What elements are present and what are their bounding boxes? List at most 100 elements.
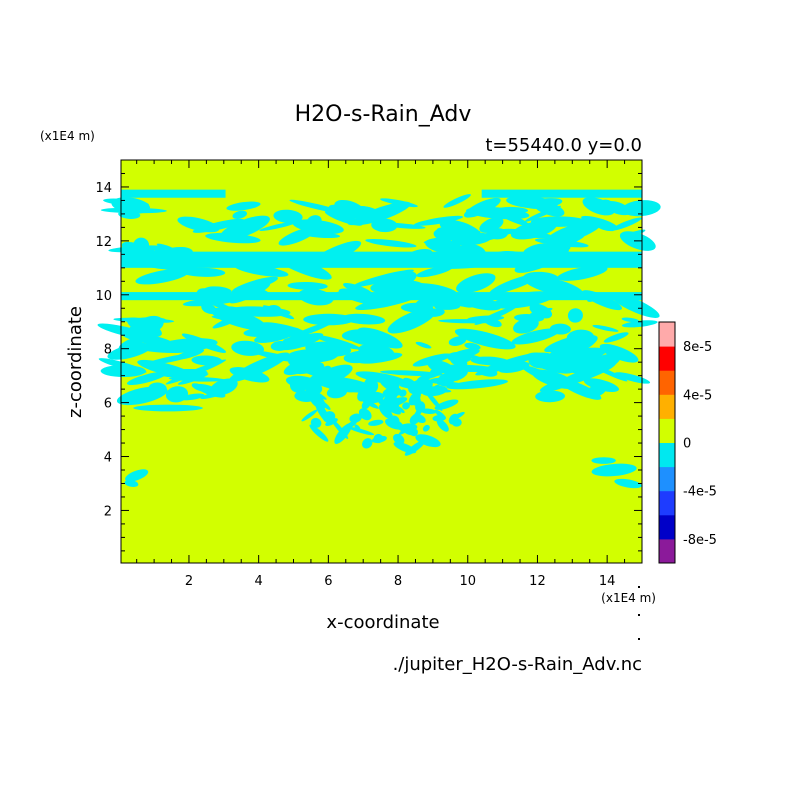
negative-patch <box>511 328 560 345</box>
y-tick-label: 4 <box>104 451 112 466</box>
negative-patch <box>558 223 597 239</box>
negative-patch <box>389 419 403 431</box>
negative-patch <box>270 341 290 351</box>
negative-patch <box>259 221 298 231</box>
negative-patch <box>121 332 174 346</box>
negative-patch <box>294 364 321 375</box>
negative-patch <box>410 395 421 406</box>
negative-patch <box>340 383 354 390</box>
negative-patch <box>378 404 393 420</box>
negative-patch <box>303 313 355 326</box>
negative-patch <box>403 248 433 263</box>
negative-patch <box>621 320 658 328</box>
negative-patch <box>429 362 446 375</box>
colorbar-swatch <box>659 370 675 395</box>
negative-patch <box>357 352 403 364</box>
negative-patch <box>324 210 363 226</box>
negative-patch <box>451 418 462 427</box>
negative-patch <box>513 314 545 323</box>
x-tick-label: 10 <box>459 574 476 589</box>
negative-patch <box>287 281 328 290</box>
negative-patch <box>289 199 346 214</box>
y-tick-label: 10 <box>95 289 112 304</box>
colorbar-label: 4e-5 <box>683 388 712 403</box>
negative-patch <box>310 417 322 428</box>
negative-patch <box>124 479 139 488</box>
negative-patch <box>604 200 632 216</box>
negative-patch <box>156 243 177 252</box>
axis-ticks <box>121 160 642 563</box>
negative-patch <box>610 293 660 318</box>
y-tick-label: 6 <box>104 397 112 412</box>
negative-patch <box>402 402 410 410</box>
negative-patch <box>448 336 467 346</box>
negative-patch <box>135 342 200 353</box>
negative-patch <box>338 288 380 306</box>
negative-patch <box>135 268 189 285</box>
x-unit-label: (x1E4 m) <box>601 591 656 605</box>
negative-patch <box>204 255 225 268</box>
negative-patch <box>463 197 501 218</box>
negative-patch <box>601 204 616 212</box>
negative-patch <box>309 392 326 410</box>
y-tick-label: 14 <box>95 181 112 196</box>
y-tick-label: 8 <box>104 343 112 358</box>
file-name-label: ./jupiter_H2O-s-Rain_Adv.nc <box>393 654 642 675</box>
negative-patch <box>454 328 516 350</box>
negative-patch <box>200 389 230 400</box>
negative-patch <box>322 376 345 394</box>
negative-patch <box>393 433 405 445</box>
plot-frame <box>120 159 643 564</box>
negative-patch <box>251 350 299 363</box>
negative-patch <box>567 308 583 323</box>
negative-patch <box>145 353 195 366</box>
negative-patch <box>434 399 459 410</box>
negative-patch <box>371 435 387 443</box>
negative-patch <box>622 229 646 239</box>
negative-patch <box>456 273 496 294</box>
negative-patch <box>343 350 374 364</box>
negative-patch <box>591 463 637 477</box>
negative-patch <box>387 307 437 334</box>
negative-patch <box>121 241 170 268</box>
negative-patch <box>219 215 270 240</box>
y-unit-label: (x1E4 m) <box>40 129 95 143</box>
negative-patch <box>514 246 570 273</box>
negative-value-patches <box>97 189 661 489</box>
negative-patch <box>326 289 350 301</box>
negative-patch <box>262 305 295 320</box>
negative-patch <box>342 313 386 325</box>
negative-patch <box>594 221 616 232</box>
negative-patch <box>544 347 607 366</box>
negative-patch <box>334 199 367 220</box>
negative-patch <box>415 341 432 349</box>
x-tick-label: 4 <box>255 574 263 589</box>
negative-patch <box>614 372 651 384</box>
negative-patch <box>349 413 362 423</box>
colorbar-frame <box>658 321 676 564</box>
negative-patch <box>234 264 289 277</box>
negative-patch <box>481 189 642 198</box>
negative-patch <box>165 359 227 385</box>
colorbar-swatch <box>659 394 675 419</box>
negative-patch <box>492 291 555 309</box>
negative-patch <box>98 358 147 373</box>
negative-patch <box>557 265 608 281</box>
negative-patch <box>549 323 571 335</box>
colorbar-swatch <box>659 418 675 443</box>
negative-patch <box>453 293 502 311</box>
negative-patch <box>226 201 261 211</box>
x-tick-label: 14 <box>599 574 616 589</box>
negative-patch <box>523 271 560 285</box>
colorbar-label: 8e-5 <box>683 340 712 355</box>
negative-patch <box>544 334 588 353</box>
negative-patch <box>534 238 589 248</box>
negative-patch <box>523 243 548 255</box>
negative-patch <box>315 344 341 359</box>
negative-patch <box>278 227 318 246</box>
negative-patch <box>409 427 418 437</box>
right-edge-marks <box>638 586 640 640</box>
negative-patch <box>413 215 464 226</box>
negative-patch <box>493 250 532 264</box>
